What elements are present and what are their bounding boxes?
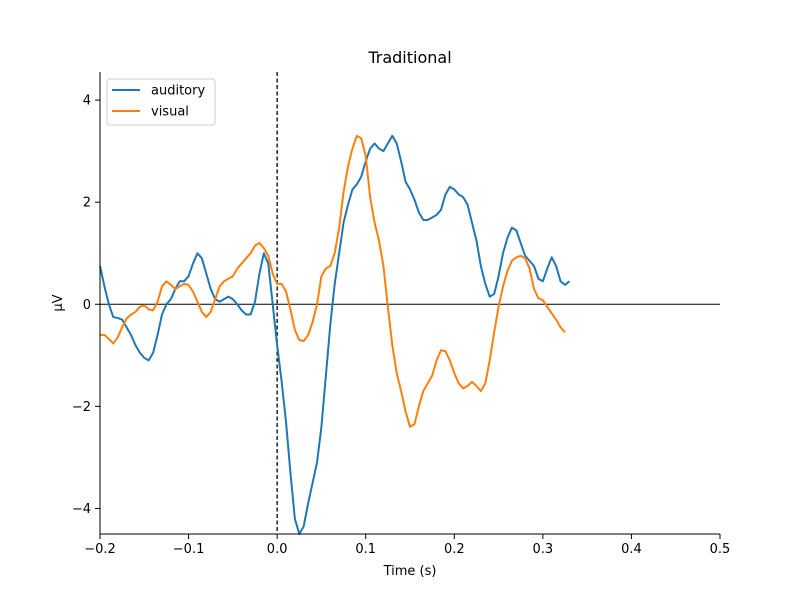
series-line-visual	[100, 134, 566, 428]
x-tick-label: 0.5	[710, 542, 731, 557]
y-tick-label: 4	[83, 94, 91, 109]
legend-label-visual: visual	[151, 105, 189, 120]
x-tick-label: 0.4	[621, 542, 642, 557]
x-axis-label: Time (s)	[383, 564, 437, 579]
axes: −0.2 −0.1 0.0 0.1 0.2 0.3 0.4 0.5 −4 −2 0 2 4	[72, 72, 731, 557]
x-tick-label: 0.1	[355, 542, 376, 557]
x-tick-label: 0.0	[267, 542, 288, 557]
y-tick-label: −4	[72, 502, 91, 517]
x-tick-label: 0.3	[533, 542, 554, 557]
legend: auditory visual	[106, 78, 216, 126]
y-tick-label: 0	[83, 298, 91, 313]
x-tick-label: 0.2	[444, 542, 465, 557]
plot-area	[99, 72, 720, 535]
y-tick-label: 2	[83, 196, 91, 211]
x-tick-label: −0.2	[84, 542, 116, 557]
chart-title: Traditional	[367, 48, 451, 67]
legend-label-auditory: auditory	[151, 84, 205, 99]
y-axis-label: µV	[51, 294, 66, 311]
series-line-auditory	[99, 134, 571, 535]
x-tick-label: −0.1	[173, 542, 205, 557]
y-tick-label: −2	[72, 400, 91, 415]
